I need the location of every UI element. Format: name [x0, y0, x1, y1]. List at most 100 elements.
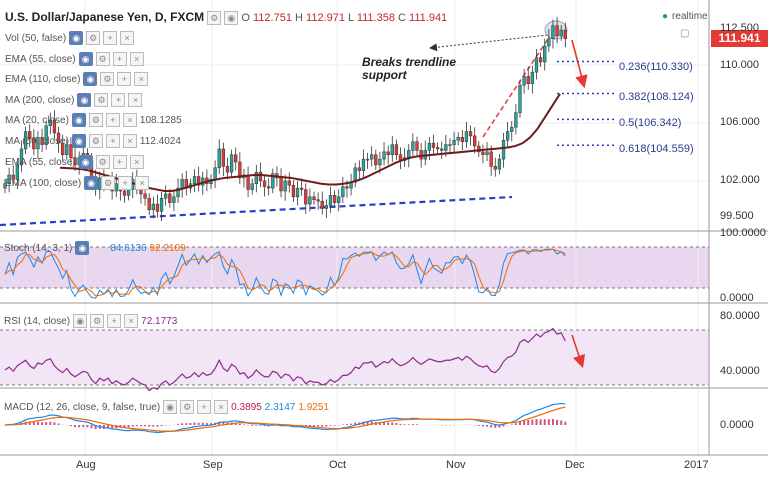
indicator-ma20[interactable]: MA (20, close) ◉ ⚙ + × 108.1285 — [5, 113, 182, 127]
macd-hist-bar — [197, 422, 200, 425]
candle-body — [295, 187, 300, 198]
eye-icon: ◉ — [71, 113, 86, 127]
macd-hist-bar — [366, 421, 369, 425]
macd-hist-bar — [210, 423, 212, 425]
macd-hist-bar — [308, 425, 311, 427]
macd-hist-bar — [57, 423, 60, 425]
settings-icon[interactable]: ⚙ — [207, 11, 222, 25]
macd-hist-bar — [350, 423, 353, 425]
candle-body — [299, 187, 304, 190]
macd-hist-bar — [32, 421, 35, 425]
candle-body — [308, 196, 312, 205]
macd-hist-bar — [354, 422, 357, 425]
candle-body — [551, 25, 555, 40]
support-trendline — [0, 195, 513, 227]
candle-body — [291, 184, 296, 198]
candle-body — [172, 196, 176, 203]
indicator-ema55b[interactable]: EMA (55, close) ◉ ⚙ + × — [5, 155, 144, 169]
add-icon: + — [105, 113, 120, 127]
macd-hist-bar — [251, 425, 254, 426]
macd-hist-bar — [362, 421, 365, 425]
eye-icon: ◉ — [73, 314, 88, 328]
macd-hist-bar — [4, 425, 6, 426]
indicator-ma200[interactable]: MA (200, close) ◉ ⚙ + × — [5, 93, 143, 107]
settings-icon: ⚙ — [95, 155, 110, 169]
candle-body — [452, 140, 456, 145]
candle-body — [56, 132, 61, 144]
candle-body — [419, 150, 423, 160]
macd-hist-bar — [185, 423, 188, 425]
candle-body — [337, 196, 341, 203]
down-arrow-rsi — [571, 334, 586, 369]
macd-hist-bar — [189, 423, 192, 425]
candle-body — [15, 164, 20, 180]
rsi-legend[interactable]: RSI (14, close) ◉ ⚙ + × 72.1773 — [4, 314, 178, 328]
stoch-k-value: 84.6136 — [110, 242, 147, 254]
add-icon: + — [112, 155, 127, 169]
candle-body — [40, 137, 44, 145]
annotation-arrow — [429, 34, 549, 52]
macd-hist-bar — [551, 419, 554, 425]
eye-icon[interactable]: ◉ — [224, 11, 239, 25]
close-icon: × — [135, 176, 150, 190]
chart-title: U.S. Dollar/Japanese Yen, D, FXCM — [5, 10, 205, 24]
candle-body — [378, 158, 382, 166]
indicator-ema55[interactable]: EMA (55, close) ◉ ⚙ + × — [5, 52, 144, 66]
macd-hist-bar — [242, 424, 245, 425]
candle-body — [497, 158, 502, 170]
candle-body — [341, 186, 345, 198]
stoch-levels — [0, 246, 709, 289]
candle-body — [555, 25, 559, 37]
candle-body — [485, 151, 489, 156]
x-tick-label: Aug — [76, 459, 96, 471]
candle-body — [312, 196, 316, 200]
candle-body — [448, 144, 452, 146]
add-icon: + — [105, 134, 120, 148]
add-icon: + — [112, 52, 127, 66]
candle-body — [473, 135, 477, 147]
rsi-line — [4, 327, 566, 392]
add-icon: + — [118, 176, 133, 190]
macd-legend[interactable]: MACD (12, 26, close, 9, false, true) ◉ ⚙ + ×… — [4, 400, 329, 414]
candle-body — [69, 144, 73, 158]
macd-hist-bar — [345, 424, 348, 425]
maximize-icon[interactable]: ▢ — [680, 28, 690, 39]
candle-body — [180, 179, 184, 189]
candle-body — [345, 186, 349, 189]
macd-hist-bar — [383, 422, 386, 425]
macd-hist-bar — [325, 425, 328, 427]
macd-hist-bar — [222, 422, 225, 425]
candle-body — [320, 200, 324, 209]
fib-label-0236: 0.236(110.330) — [619, 61, 693, 73]
candle-body — [7, 174, 11, 185]
macd-hist-bar — [519, 421, 521, 425]
x-tick-label: Nov — [446, 459, 466, 471]
indicator-ema100[interactable]: EMA (100, close) ◉ ⚙ + × — [5, 176, 150, 190]
settings-icon: ⚙ — [95, 52, 110, 66]
realtime-indicator: realtime — [662, 11, 708, 22]
indicator-ma50[interactable]: MA (50, close) ◉ ⚙ + × 112.4024 — [5, 134, 181, 148]
stoch-legend[interactable]: Stoch (14, 3, 1) ◉ 84.6136 92.2109 — [4, 241, 186, 255]
macd-hist-bar — [218, 421, 221, 425]
candle-body — [271, 173, 275, 189]
macd-hist-bar — [156, 425, 159, 427]
fib-lines — [557, 60, 614, 146]
macd-hist-bar — [317, 425, 320, 427]
candle-body — [357, 167, 361, 171]
macd-hist-bar — [477, 425, 480, 426]
macd-value: 2.3147 — [264, 401, 296, 413]
indicator-vol[interactable]: Vol (50, false) ◉ ⚙ + × — [5, 31, 135, 45]
add-icon: + — [103, 31, 118, 45]
candle-body — [3, 183, 7, 189]
candle-body — [431, 142, 436, 148]
candle-body — [65, 144, 69, 156]
candle-body — [258, 171, 263, 182]
candle-body — [48, 119, 52, 126]
macd-hist-bar — [41, 422, 44, 425]
macd-hist-bar — [564, 421, 567, 425]
candle-body — [522, 76, 526, 86]
candle-body — [489, 151, 493, 167]
indicator-ema110[interactable]: EMA (110, close) ◉ ⚙ + × — [5, 72, 149, 86]
macd-hist-value: 0.3895 — [231, 401, 262, 413]
